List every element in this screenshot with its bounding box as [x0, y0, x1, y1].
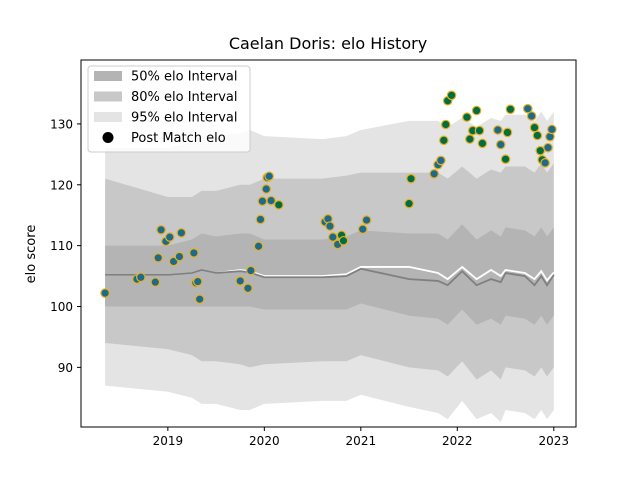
y-tick-label-120: 120: [50, 178, 73, 192]
post-match-point-58: [532, 130, 543, 141]
post-match-point-51: [495, 139, 506, 150]
post-match-point-35: [404, 198, 414, 209]
post-match-point-40: [439, 135, 449, 146]
post-match-point-50: [493, 125, 503, 135]
post-match-point-53: [502, 127, 513, 138]
post-match-point-25: [274, 200, 284, 210]
axes-frame: [80, 59, 577, 428]
plot-area: [100, 90, 557, 423]
post-match-point-2: [136, 272, 146, 283]
post-match-point-23: [264, 171, 274, 182]
x-tick-label-2021: 2021: [346, 434, 377, 448]
post-match-point-17: [246, 265, 256, 276]
post-match-point-43: [446, 90, 457, 101]
post-match-point-57: [529, 122, 540, 133]
legend: 50% elo Interval 80% elo Interval 95% elo …: [87, 65, 251, 153]
post-match-point-15: [235, 276, 246, 286]
post-match-point-48: [474, 125, 485, 136]
post-match-point-34: [361, 215, 372, 225]
y-tick-label-130: 130: [50, 117, 73, 131]
post-match-point-41: [440, 119, 451, 130]
post-match-point-24: [266, 195, 276, 206]
post-match-point-47: [471, 105, 482, 116]
chart-title: Caelan Doris: elo History: [229, 34, 427, 53]
post-match-point-39: [436, 155, 446, 166]
post-match-point-62: [543, 142, 553, 153]
legend-box: [87, 65, 251, 153]
post-match-point-11: [189, 248, 199, 258]
post-match-point-56: [526, 111, 537, 121]
post-match-point-18: [253, 241, 264, 252]
post-match-point-33: [357, 224, 368, 234]
x-tick-label-2019: 2019: [153, 434, 184, 448]
legend-swatch-0: [94, 71, 122, 81]
post-match-point-0: [100, 288, 110, 298]
post-match-point-52: [500, 154, 511, 165]
post-match-point-21: [261, 184, 272, 194]
legend-label-0: 50% elo Interval: [131, 70, 238, 85]
post-match-point-10: [176, 228, 187, 238]
post-match-point-64: [547, 124, 557, 135]
post-match-point-45: [465, 134, 475, 144]
y-tick-label-100: 100: [50, 300, 73, 314]
post-match-point-28: [325, 221, 335, 231]
legend-swatch-1: [94, 91, 122, 102]
x-tick-label-2023: 2023: [539, 434, 570, 448]
post-match-point-54: [505, 104, 516, 115]
y-axis-label: elo score: [24, 225, 39, 284]
legend-label-1: 80% elo Interval: [131, 90, 238, 105]
post-match-point-13: [192, 276, 203, 287]
post-match-point-36: [406, 173, 416, 184]
post-match-point-4: [153, 252, 163, 263]
y-tick-label-90: 90: [58, 361, 73, 375]
band-50-interval: [105, 224, 554, 325]
post-match-point-3: [150, 277, 161, 287]
legend-swatch-2: [94, 112, 122, 122]
post-match-point-20: [257, 196, 268, 206]
post-match-point-32: [338, 235, 349, 246]
post-match-point-37: [429, 169, 439, 179]
median-elo-line: [105, 267, 555, 287]
legend-label-2: 95% elo Interval: [131, 111, 238, 126]
post-match-point-19: [255, 214, 266, 225]
legend-label-3: Post Match elo: [131, 131, 226, 146]
y-tick-label-110: 110: [50, 239, 73, 253]
post-match-point-5: [156, 225, 166, 235]
legend-swatch-3: [102, 132, 114, 143]
post-match-point-49: [477, 138, 488, 149]
post-match-point-29: [328, 232, 338, 242]
x-tick-label-2022: 2022: [442, 434, 473, 448]
x-tick-label-2020: 2020: [249, 434, 280, 448]
post-match-point-9: [174, 251, 185, 262]
post-match-point-16: [243, 283, 253, 294]
post-match-point-7: [164, 232, 175, 242]
post-match-point-14: [194, 294, 205, 304]
post-match-point-44: [462, 112, 472, 123]
post-match-point-55: [522, 103, 533, 114]
post-match-point-61: [540, 158, 550, 168]
y-axis-ticks: 90 100 110 120 130: [50, 117, 81, 375]
x-axis-ticks: 2019 2020 2021 2022 2023: [153, 427, 570, 448]
